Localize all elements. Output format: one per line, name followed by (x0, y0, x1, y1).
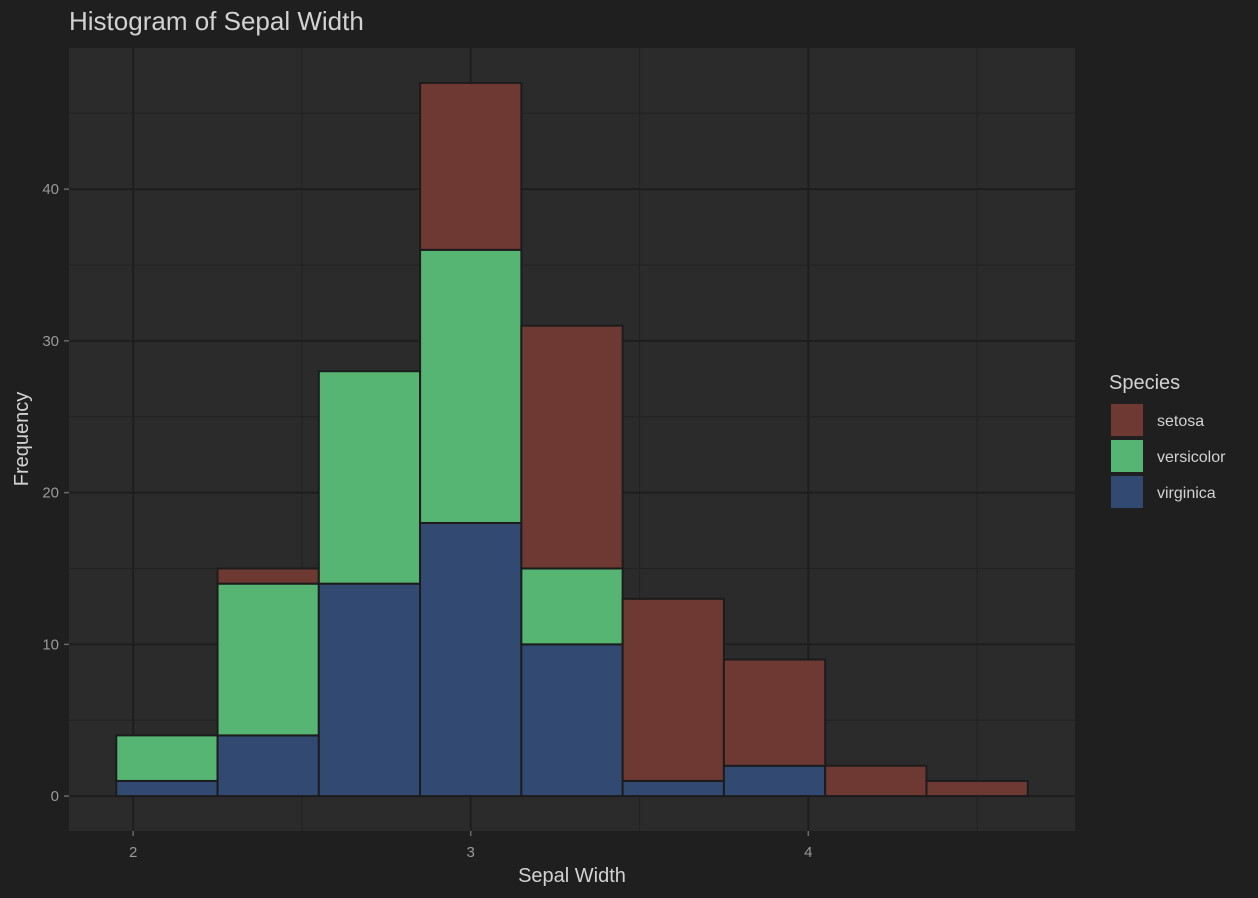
chart-title: Histogram of Sepal Width (69, 6, 364, 36)
bar-virginica-bin-4 (419, 521, 523, 798)
bar-versicolor-bin-1 (115, 734, 219, 782)
y-axis-title: Frequency (11, 392, 33, 487)
bar-virginica-bin-6 (621, 779, 725, 798)
legend-key-setosa (1111, 404, 1143, 436)
bar-versicolor-bin-5 (520, 567, 624, 646)
x-axis-title: Sepal Width (518, 865, 626, 887)
legend-label-virginica: virginica (1157, 485, 1216, 502)
legend-label-setosa: setosa (1157, 413, 1204, 430)
bar-setosa-bin-2 (216, 567, 320, 585)
y-tick-label: 0 (51, 788, 59, 805)
bar-versicolor-bin-2 (216, 582, 320, 737)
bar-virginica-bin-2 (216, 734, 320, 798)
x-tick-label: 4 (804, 844, 812, 861)
legend-key-versicolor (1111, 440, 1143, 472)
legend-title: Species (1109, 372, 1180, 394)
bar-virginica-bin-1 (115, 779, 219, 798)
bar-versicolor-bin-4 (419, 248, 523, 524)
legend: Species setosa versicolor virginica (1109, 372, 1226, 508)
bar-setosa-bin-5 (520, 324, 624, 570)
legend-label-versicolor: versicolor (1157, 449, 1226, 466)
x-axis: 2 3 4 (129, 831, 812, 861)
y-tick-label: 10 (42, 636, 59, 653)
bar-versicolor-bin-3 (317, 370, 422, 585)
y-tick-label: 20 (42, 485, 59, 502)
y-tick-label: 40 (42, 181, 59, 198)
bar-setosa-bin-6 (621, 597, 725, 782)
x-tick-label: 2 (129, 844, 137, 861)
bar-virginica-bin-7 (722, 764, 827, 798)
y-tick-label: 30 (42, 333, 59, 350)
x-tick-label: 3 (467, 844, 475, 861)
bar-setosa-bin-9 (925, 779, 1029, 798)
bar-virginica-bin-3 (317, 582, 422, 798)
histogram-bars (115, 81, 1029, 798)
bar-setosa-bin-4 (419, 81, 523, 251)
bar-setosa-bin-8 (824, 764, 928, 798)
bar-virginica-bin-5 (520, 643, 624, 798)
y-axis: 0 10 20 30 40 (42, 181, 69, 805)
legend-key-virginica (1111, 476, 1143, 508)
bar-setosa-bin-7 (722, 658, 827, 767)
